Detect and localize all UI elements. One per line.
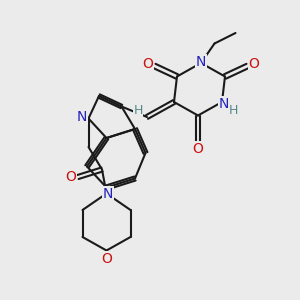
Text: N: N: [218, 97, 229, 110]
Text: H: H: [133, 104, 143, 117]
Text: O: O: [193, 142, 203, 156]
Text: N: N: [77, 110, 87, 124]
Text: N: N: [196, 55, 206, 68]
Text: O: O: [65, 170, 76, 184]
Text: O: O: [249, 58, 260, 71]
Text: O: O: [142, 58, 153, 71]
Text: N: N: [103, 187, 113, 200]
Text: O: O: [101, 252, 112, 266]
Text: H: H: [229, 104, 238, 117]
